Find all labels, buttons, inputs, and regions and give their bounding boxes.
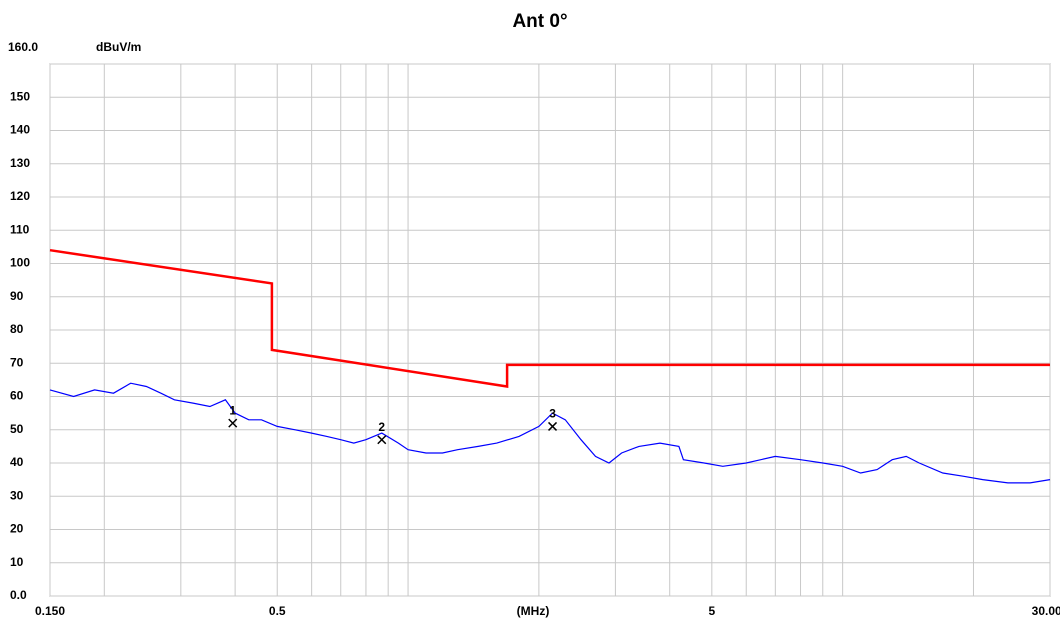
y-tick-label: 40 — [10, 455, 24, 469]
y-tick-label: 140 — [10, 123, 30, 137]
x-tick-label: 30.000 — [1032, 604, 1060, 618]
y-tick-label: 100 — [10, 256, 30, 270]
y-tick-label: 120 — [10, 189, 30, 203]
y-tick-label: 30 — [10, 488, 24, 502]
x-axis-label: (MHz) — [517, 604, 550, 618]
marker — [228, 418, 238, 428]
y-tick-label: 150 — [10, 89, 30, 103]
marker — [548, 421, 558, 431]
x-tick-label: 5 — [708, 604, 715, 618]
y-tick-label: 0.0 — [10, 588, 27, 602]
y-tick-label: 130 — [10, 156, 30, 170]
y-tick-label: 20 — [10, 522, 24, 536]
marker — [377, 435, 387, 445]
marker-label: 3 — [549, 407, 556, 421]
y-tick-label: 160.0 — [8, 40, 38, 54]
x-tick-label: 0.150 — [35, 604, 65, 618]
y-tick-label: 80 — [10, 322, 24, 336]
y-tick-label: 60 — [10, 389, 24, 403]
series-line — [49, 248, 1050, 388]
marker-label: 2 — [378, 420, 385, 434]
chart-title: Ant 0° — [512, 11, 567, 32]
y-tick-label: 70 — [10, 355, 24, 369]
y-tick-label: 50 — [10, 422, 24, 436]
y-tick-label: 90 — [10, 289, 24, 303]
series-line — [49, 382, 1051, 484]
x-tick-label: 0.5 — [269, 604, 286, 618]
y-axis-label: dBuV/m — [96, 40, 141, 54]
y-tick-label: 10 — [10, 555, 24, 569]
marker-label: 1 — [229, 403, 236, 417]
y-tick-label: 110 — [10, 222, 30, 236]
